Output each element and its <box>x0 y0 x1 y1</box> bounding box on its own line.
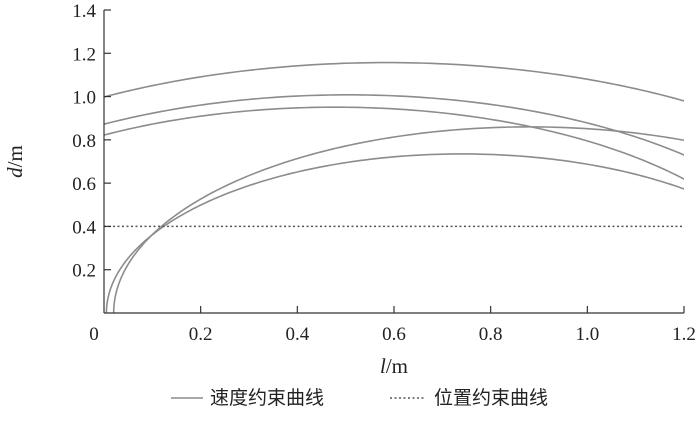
x-axis-unit: /m <box>386 354 408 378</box>
x-tick-label: 0.8 <box>479 324 503 345</box>
x-axis-label: l/m <box>380 354 408 378</box>
x-ticks: 0 0.2 0.4 0.6 0.8 1.0 1.2 <box>89 306 696 345</box>
y-tick-label: 0.2 <box>72 261 96 282</box>
y-tick-label: 0.4 <box>72 217 96 238</box>
x-tick-label: 0.2 <box>189 324 213 345</box>
x-tick-label: 1.0 <box>575 324 599 345</box>
legend: 速度约束曲线 位置约束曲线 <box>171 387 548 409</box>
y-tick-label: 0.8 <box>72 131 96 152</box>
speed-constraint-curve-1 <box>104 94 684 156</box>
legend-label-speed: 速度约束曲线 <box>210 387 324 409</box>
x-tick-label: 0.4 <box>285 324 309 345</box>
y-tick-label: 1.2 <box>72 44 96 65</box>
speed-constraint-curve-0 <box>104 61 684 102</box>
speed-constraint-curve-2 <box>104 106 684 180</box>
x-axis-var: l <box>380 354 386 378</box>
speed-constraint-curve-4 <box>112 126 684 313</box>
x-tick-label: 0 <box>89 324 99 345</box>
y-tick-label: 1.4 <box>72 1 96 22</box>
y-tick-label: 0.6 <box>72 174 96 195</box>
x-tick-label: 1.2 <box>672 324 696 345</box>
y-tick-label: 1.0 <box>72 88 96 109</box>
curves-group <box>104 61 684 313</box>
y-axis-label: d/m <box>3 145 27 178</box>
y-ticks: 0.2 0.4 0.6 0.8 1.0 1.2 1.4 <box>72 1 111 282</box>
x-tick-label: 0.6 <box>382 324 406 345</box>
y-axis-var: d <box>3 167 27 178</box>
plot-frame <box>103 10 684 314</box>
y-axis-unit: /m <box>3 145 27 167</box>
legend-label-position: 位置约束曲线 <box>434 387 548 409</box>
speed-constraint-curve-3 <box>105 153 684 313</box>
